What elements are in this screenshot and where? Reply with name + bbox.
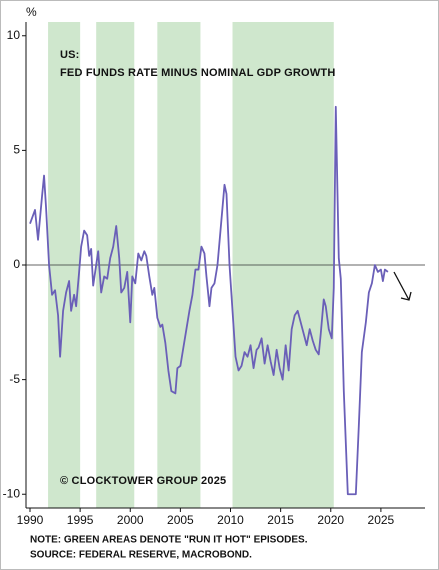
y-tick-label: 5 [13,143,20,157]
x-tick-label: 2000 [117,513,144,527]
x-tick-label: 2020 [317,513,344,527]
y-unit: % [26,5,37,19]
x-tick-label: 2025 [368,513,395,527]
y-tick-label: 0 [13,257,20,271]
copyright: © CLOCKTOWER GROUP 2025 [60,475,226,487]
arrow [393,271,412,301]
source: SOURCE: FEDERAL RESERVE, MACROBOND. [30,550,252,561]
y-tick-label: -5 [9,372,20,386]
x-tick-label: 1995 [67,513,94,527]
x-tick-label: 1990 [17,513,44,527]
data-line [29,105,389,496]
chart-title: US: [60,49,80,61]
note: NOTE: GREEN AREAS DENOTE "RUN IT HOT" EP… [30,535,308,546]
x-tick-label: 2005 [167,513,194,527]
y-tick-label: -10 [3,486,21,500]
x-tick-label: 2010 [217,513,244,527]
y-tick-label: 10 [7,28,21,42]
chart-subtitle: FED FUNDS RATE MINUS NOMINAL GDP GROWTH [60,67,335,79]
plot [29,105,389,496]
axes: 10 5 0 -5 -10 1990 1995 2000 2005 2010 2015 2020 202… [3,22,425,527]
x-tick-label: 2015 [267,513,294,527]
